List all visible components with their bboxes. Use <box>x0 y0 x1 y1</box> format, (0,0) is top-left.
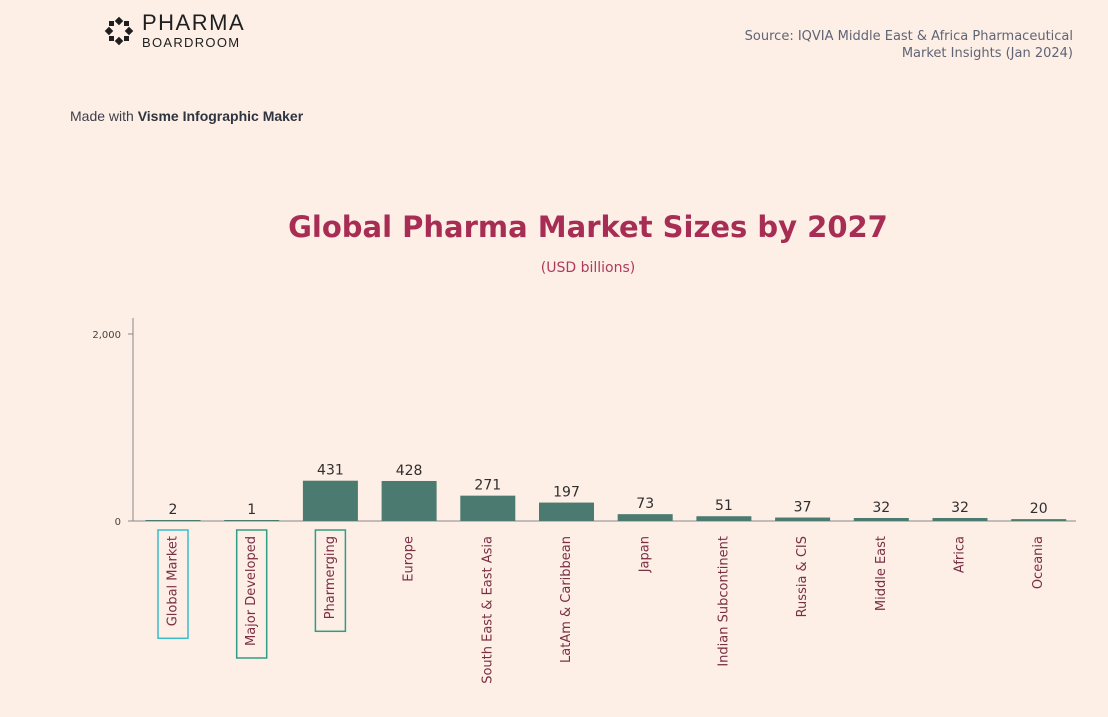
bar-indian-subcontinent <box>696 516 752 521</box>
data-label: 37 <box>794 500 812 516</box>
made-with-brand: Visme Infographic Maker <box>137 108 304 124</box>
logo-subname: BOARDROOM <box>142 35 241 50</box>
source-line-1: Source: IQVIA Middle East & Africa Pharm… <box>744 29 1073 44</box>
bar-oceania <box>1011 519 1067 521</box>
x-tick-label: Oceania <box>1031 536 1046 589</box>
data-label: 2 <box>169 502 178 518</box>
data-label: 1 <box>247 502 256 518</box>
bar-middle-east <box>853 518 909 521</box>
bar-major-developed <box>224 520 280 521</box>
source-note: Source: IQVIA Middle East & Africa Pharm… <box>745 28 1073 62</box>
data-label: 197 <box>553 485 580 501</box>
source-line-2: Market Insights (Jan 2024) <box>901 46 1073 61</box>
data-label: 431 <box>317 463 344 479</box>
x-tick-label: Global Market <box>166 536 181 626</box>
y-tick-label: 2,000 <box>92 330 121 341</box>
category-highlight-box <box>314 529 347 633</box>
logo-name: PHARMA <box>142 10 246 35</box>
bar-africa <box>932 518 988 521</box>
data-label: 51 <box>715 498 733 514</box>
bar-japan <box>617 514 673 521</box>
x-tick-label: South East & East Asia <box>480 536 495 684</box>
x-tick-label: Pharmerging <box>323 536 338 619</box>
data-label: 20 <box>1030 501 1048 517</box>
x-tick-label: Africa <box>953 536 968 573</box>
x-tick-label: LatAm & Caribbean <box>559 536 574 663</box>
y-tick-label: 0 <box>115 517 121 528</box>
x-tick-label: Middle East <box>874 536 889 611</box>
x-tick-label: Russia & CIS <box>795 536 810 617</box>
chart-title: Global Pharma Market Sizes by 2027 <box>288 210 888 244</box>
chart-subtitle: (USD billions) <box>540 260 636 276</box>
bar-russia-cis <box>775 517 831 521</box>
x-tick-label: Europe <box>402 536 417 582</box>
brand-logo: PHARMA BOARDROOM <box>104 12 245 49</box>
x-tick-label: Indian Subcontinent <box>716 536 731 667</box>
data-label: 32 <box>872 500 890 516</box>
data-label: 271 <box>474 478 501 494</box>
category-highlight-box <box>157 529 189 640</box>
category-highlight-box <box>235 529 268 659</box>
bar-pharmerging <box>302 480 358 521</box>
data-label: 73 <box>636 496 654 512</box>
made-with-link[interactable]: Made with Visme Infographic Maker <box>70 108 303 124</box>
logo-mark-icon <box>104 16 134 45</box>
bar-latam-caribbean <box>539 502 594 521</box>
bar-south-east-east-asia <box>460 495 516 521</box>
bar-global-market <box>145 520 201 521</box>
bar-europe <box>381 480 437 521</box>
x-tick-label: Japan <box>638 536 653 573</box>
x-tick-label: Major Developed <box>244 536 259 646</box>
made-with-prefix: Made with <box>70 108 138 124</box>
data-label: 428 <box>396 463 423 479</box>
data-label: 32 <box>951 500 969 516</box>
